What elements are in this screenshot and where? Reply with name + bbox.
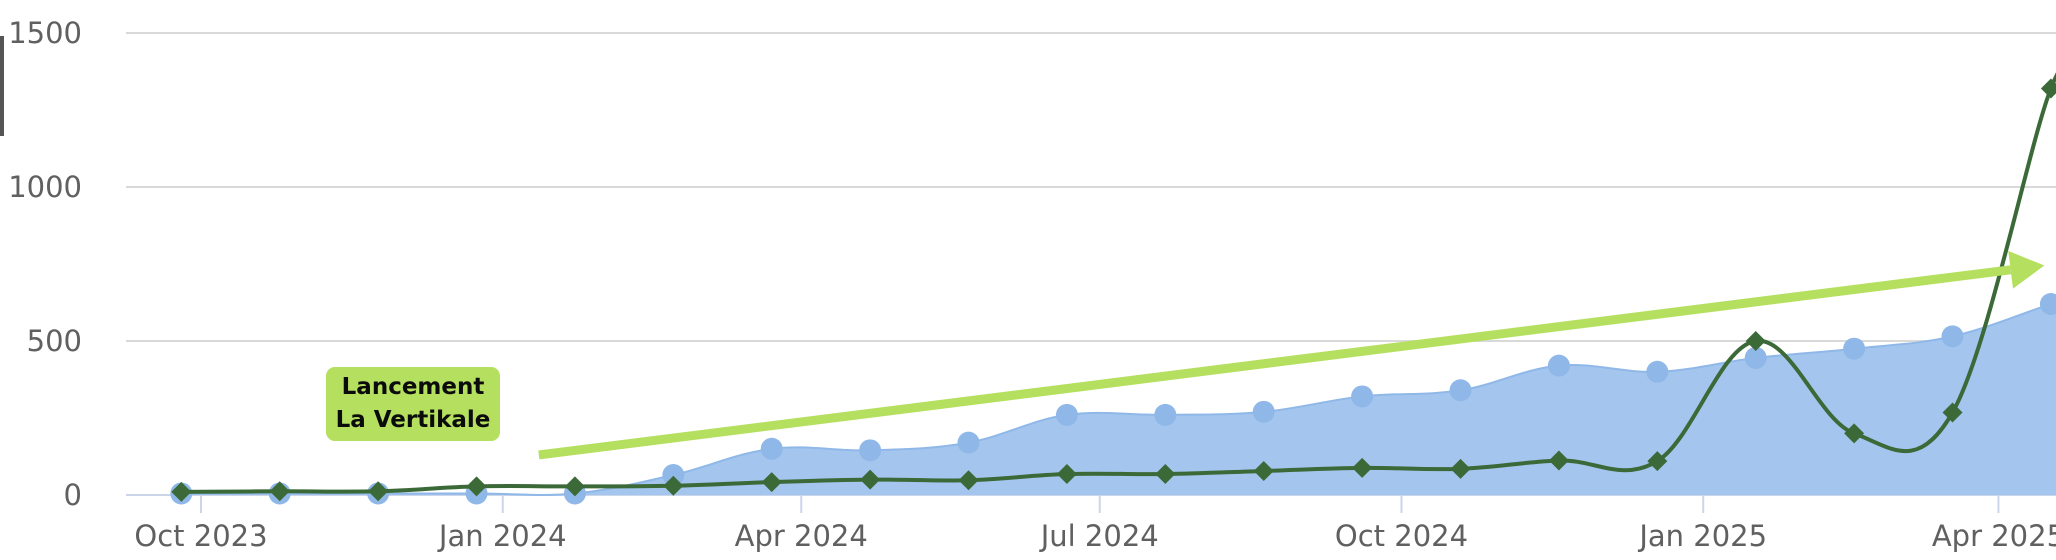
area-point <box>1351 385 1374 408</box>
line-point <box>2040 78 2056 99</box>
annotation-badge: Lancement La Vertikale <box>326 367 500 441</box>
line-point <box>1647 451 1668 472</box>
trend-arrow-shaft <box>538 265 2012 460</box>
area-fill <box>181 302 2056 495</box>
area-point <box>1154 403 1177 426</box>
area-point <box>1449 379 1472 402</box>
area-point <box>1843 337 1866 360</box>
line-point <box>1352 457 1373 478</box>
trend-arrow <box>538 250 2045 460</box>
line-point <box>663 475 684 496</box>
line-point <box>1942 402 1963 423</box>
x-tick-label: Apr 2024 <box>735 519 868 553</box>
line-point <box>761 472 782 493</box>
annotation-line-2: La Vertikale <box>335 407 491 433</box>
line-point <box>860 469 881 490</box>
area-point <box>662 463 685 486</box>
annotation-line-1: Lancement <box>341 374 485 400</box>
area-point <box>1547 354 1570 377</box>
line-point <box>269 481 290 502</box>
area-point <box>1646 360 1669 383</box>
line-point <box>1155 464 1176 485</box>
x-tick-label: Jan 2025 <box>1637 519 1767 553</box>
line-point <box>171 481 192 502</box>
y-axis-tick-labels: 0 500 1000 1500 <box>8 16 82 512</box>
x-tick-label: Oct 2024 <box>1335 519 1468 553</box>
x-axis: Oct 2023 Jan 2024 Apr 2024 Jul 2024 Oct 2024… <box>126 494 2056 553</box>
area-point <box>2039 293 2056 316</box>
area-point <box>1941 325 1964 348</box>
y-tick-label: 500 <box>27 324 82 358</box>
grid-lines <box>126 32 2056 342</box>
line-point <box>1844 423 1865 444</box>
line-point <box>466 476 487 497</box>
y-tick-label: 1000 <box>8 170 82 204</box>
area-point <box>1252 400 1275 423</box>
line-point <box>1450 458 1471 479</box>
line-point <box>1253 460 1274 481</box>
line-series <box>171 72 2056 502</box>
y-tick-label: 0 <box>64 478 82 512</box>
line-point <box>368 481 389 502</box>
y-tick-label: 1500 <box>8 16 82 50</box>
line-point <box>1056 464 1077 485</box>
left-edge-marker <box>0 36 4 136</box>
line-point <box>958 470 979 491</box>
x-tick-label: Jul 2024 <box>1039 519 1159 553</box>
area-point <box>760 437 783 460</box>
x-tick-label: Apr 2025 <box>1932 519 2056 553</box>
area-point <box>957 431 980 454</box>
x-tick-label: Oct 2023 <box>134 519 267 553</box>
line-point <box>564 476 585 497</box>
x-tick-label: Jan 2024 <box>437 519 567 553</box>
area-point <box>1055 403 1078 426</box>
line-point <box>1745 331 1766 351</box>
area-point <box>859 439 882 462</box>
area-point <box>1744 346 1767 369</box>
line-point <box>1548 450 1569 471</box>
trend-arrow-head <box>2008 250 2045 289</box>
